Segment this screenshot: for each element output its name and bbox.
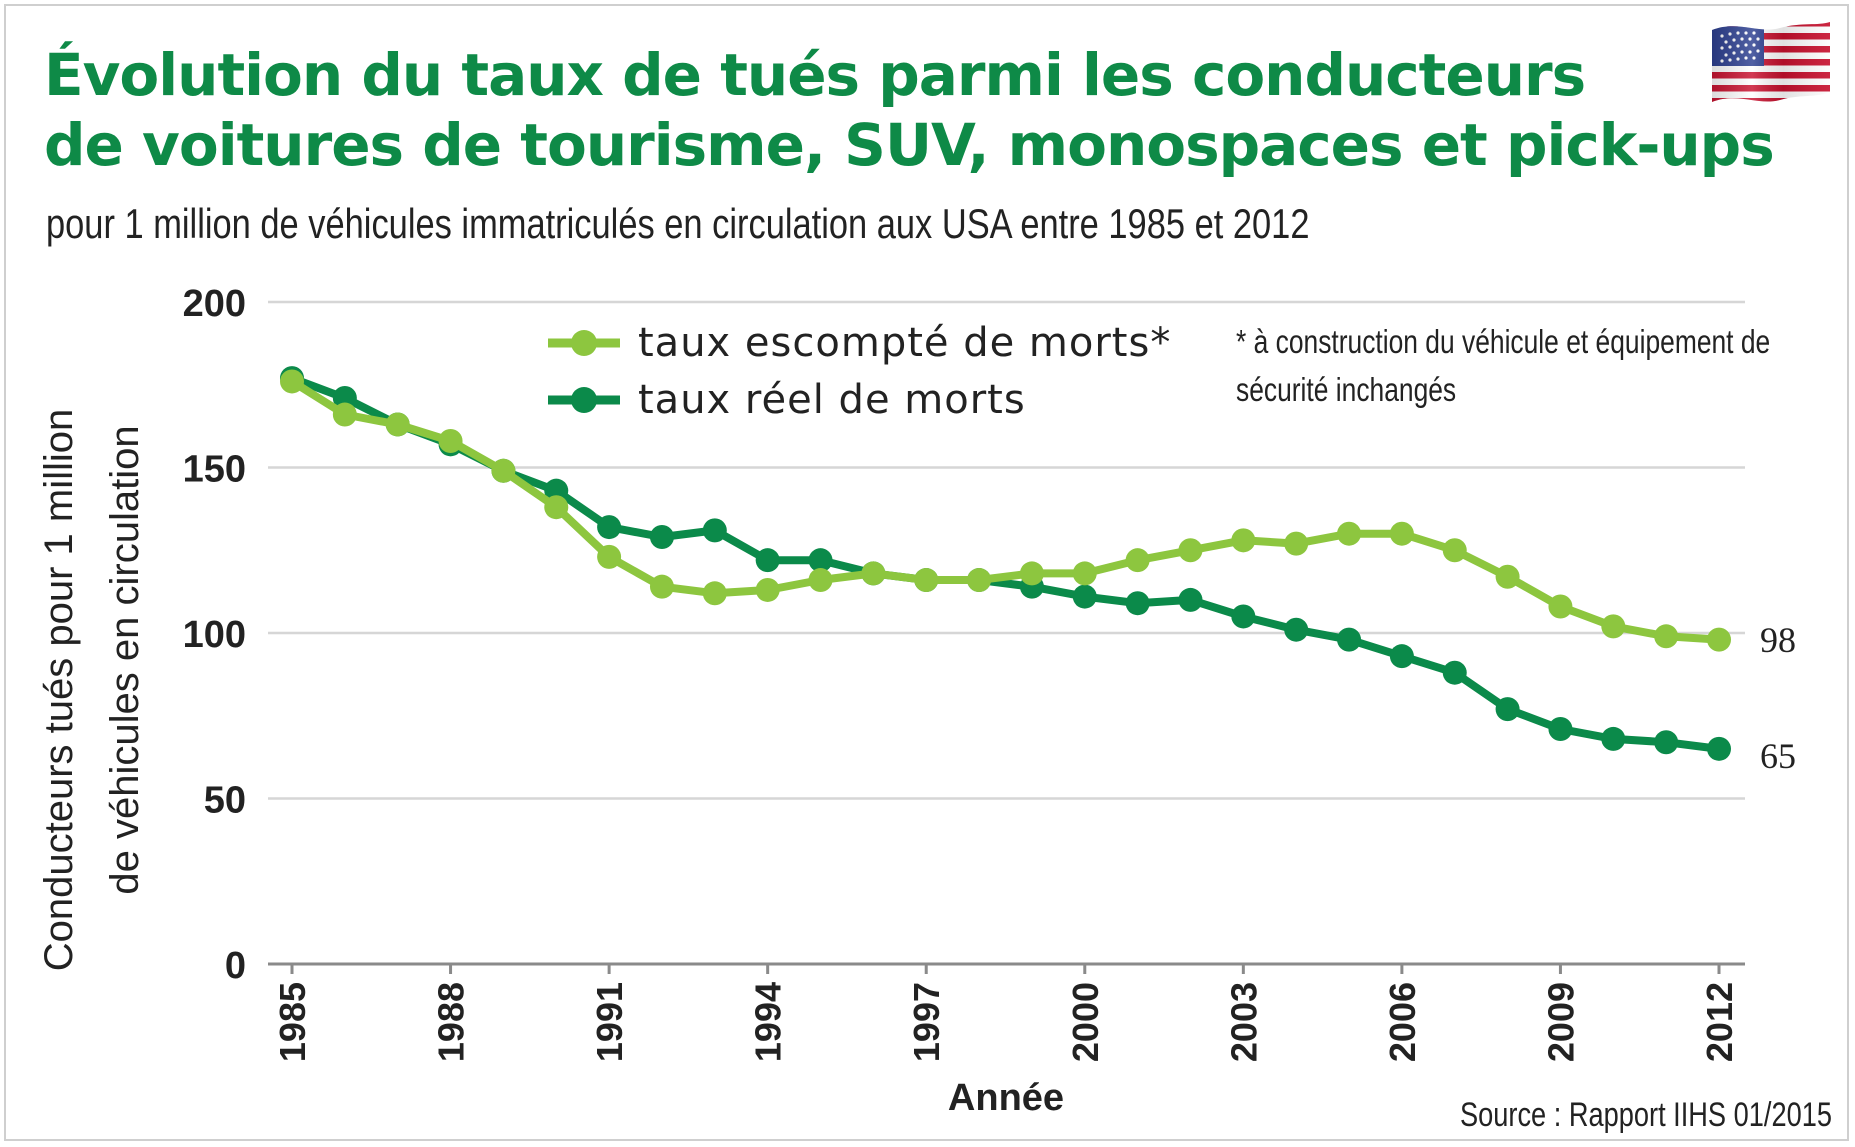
- usa-flag-icon: [1708, 20, 1834, 113]
- y-tick-label-200: 200: [183, 283, 246, 325]
- y-tick-label-0: 0: [225, 945, 246, 987]
- y-tick-label-50: 50: [204, 780, 246, 822]
- data-point-0-2012: [1707, 627, 1731, 652]
- data-point-1-1994: [755, 548, 780, 573]
- data-point-1-2005: [1337, 627, 1362, 652]
- data-point-1-2004: [1284, 617, 1309, 642]
- data-point-0-2004: [1284, 531, 1309, 556]
- legend-marker-expected: [571, 330, 597, 356]
- data-point-0-1991: [597, 544, 622, 569]
- data-point-0-1987: [385, 412, 410, 437]
- data-point-0-2003: [1231, 528, 1256, 553]
- data-point-0-2001: [1125, 548, 1150, 573]
- x-tick-label-1994: 1994: [748, 982, 789, 1062]
- data-point-0-1985: [280, 369, 304, 394]
- x-tick-label-2009: 2009: [1540, 982, 1581, 1062]
- data-point-1-1995: [808, 548, 833, 573]
- data-point-1-2006: [1389, 644, 1414, 669]
- end-label-expected: 98: [1760, 620, 1796, 660]
- data-point-1-2001: [1125, 591, 1150, 616]
- y-tick-label-100: 100: [183, 614, 246, 656]
- data-point-1-2009: [1548, 716, 1573, 741]
- data-point-0-1996: [861, 561, 886, 586]
- data-point-1-2000: [1072, 584, 1097, 609]
- footnote-line-2: sécurité inchangés: [1236, 371, 1457, 408]
- series-line-1: [290, 374, 1720, 753]
- data-point-1-1990: [544, 478, 569, 503]
- data-point-0-2006: [1389, 521, 1414, 546]
- y-axis-ticks: 0 50 100 150 200: [183, 283, 246, 987]
- data-point-0-2009: [1548, 594, 1573, 619]
- legend-label-expected: taux escompté de morts*: [638, 320, 1171, 366]
- data-point-1-2011: [1654, 730, 1679, 755]
- legend: taux escompté de morts* taux réel de mor…: [548, 320, 1171, 423]
- data-point-1-2002: [1178, 587, 1203, 612]
- data-point-1-2007: [1442, 660, 1467, 685]
- legend-marker-actual: [571, 387, 597, 413]
- data-point-0-2005: [1337, 521, 1362, 546]
- data-point-0-2008: [1495, 564, 1520, 589]
- series-1: [280, 366, 1731, 761]
- data-point-0-1998: [967, 568, 992, 593]
- data-point-0-1992: [649, 574, 674, 599]
- footnote-line-1: * à construction du véhicule et équipeme…: [1236, 323, 1771, 360]
- chart-subtitle: pour 1 million de véhicules immatriculés…: [46, 200, 1310, 247]
- data-point-0-2002: [1178, 538, 1203, 563]
- data-point-1-2008: [1495, 697, 1520, 722]
- x-axis-ticks: 1985 1988 1991 1994 1997 2000 2003 2006 2009 2012: [272, 964, 1740, 1062]
- data-point-0-1995: [808, 568, 833, 593]
- x-axis-title: Année: [948, 1077, 1064, 1119]
- x-tick-label-1997: 1997: [906, 982, 947, 1062]
- data-point-0-1994: [755, 577, 780, 602]
- x-tick-label-2006: 2006: [1382, 982, 1423, 1062]
- data-point-0-2007: [1442, 538, 1467, 563]
- chart-title-line-2: de voitures de tourisme, SUV, monospaces…: [44, 111, 1775, 179]
- data-point-1-1993: [702, 518, 727, 543]
- x-tick-label-2003: 2003: [1223, 982, 1264, 1062]
- y-axis-title-line-2: de véhicules en circulation: [103, 425, 147, 894]
- x-tick-label-1985: 1985: [272, 982, 313, 1062]
- data-point-1-1991: [597, 515, 622, 540]
- data-point-0-1999: [1019, 561, 1044, 586]
- x-tick-label-1991: 1991: [589, 982, 630, 1062]
- y-tick-label-150: 150: [183, 449, 246, 491]
- data-point-0-2011: [1654, 624, 1679, 649]
- series-0: [280, 369, 1731, 652]
- chart-title: Évolution du taux de tués parmi les cond…: [44, 40, 1775, 180]
- series-line-0: [289, 378, 1720, 644]
- legend-label-actual: taux réel de morts: [638, 377, 1026, 423]
- data-point-0-1990: [544, 495, 569, 520]
- data-point-0-2000: [1072, 561, 1097, 586]
- data-point-0-1988: [438, 429, 463, 454]
- source-label: Source : Rapport IIHS 01/2015: [1460, 1096, 1832, 1134]
- x-tick-label-2012: 2012: [1699, 982, 1740, 1062]
- data-point-1-2012: [1707, 736, 1731, 761]
- end-label-actual: 65: [1760, 736, 1796, 776]
- data-point-0-1993: [702, 581, 727, 606]
- data-point-1-2010: [1601, 726, 1626, 751]
- data-point-0-1989: [491, 458, 516, 483]
- chart-title-line-1: Évolution du taux de tués parmi les cond…: [44, 41, 1586, 109]
- data-point-0-1986: [332, 402, 357, 427]
- data-point-0-2010: [1601, 614, 1626, 639]
- y-axis-title-line-1: Conducteurs tués pour 1 million: [37, 409, 81, 972]
- data-point-1-1986: [332, 385, 357, 410]
- data-point-0-1997: [914, 568, 939, 593]
- x-tick-label-1988: 1988: [431, 982, 472, 1062]
- chart-frame: [4, 4, 1849, 1141]
- series-group: [280, 366, 1731, 761]
- footnote: * à construction du véhicule et équipeme…: [1236, 318, 1770, 414]
- x-tick-label-2000: 2000: [1065, 982, 1106, 1062]
- data-point-1-2003: [1231, 604, 1256, 629]
- data-point-1-1992: [649, 525, 674, 550]
